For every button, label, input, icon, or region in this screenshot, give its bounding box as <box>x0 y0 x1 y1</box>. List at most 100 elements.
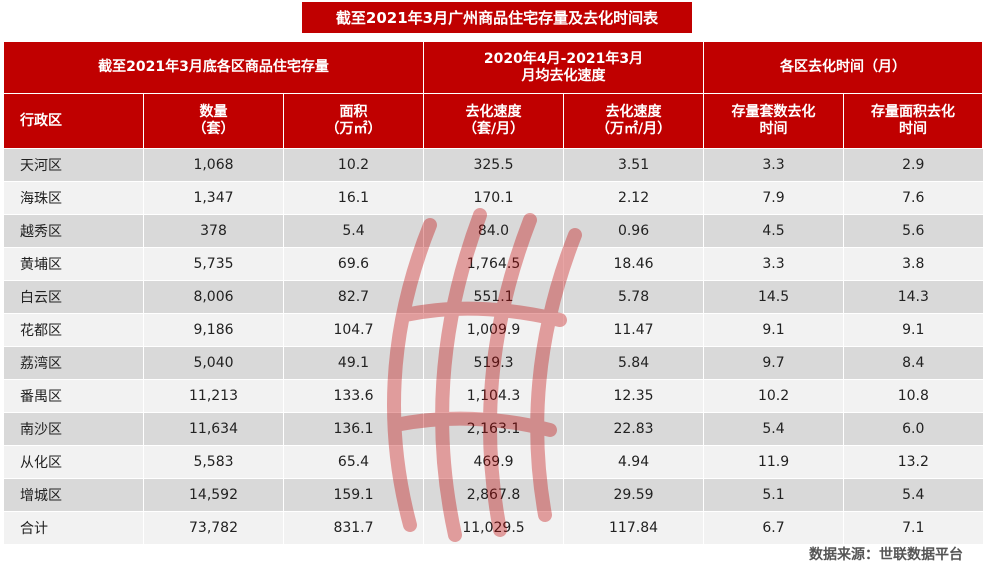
group-header-speed-line1: 2020年4月-2021年3月 <box>483 50 644 67</box>
cell-area: 82.7 <box>282 280 424 314</box>
cell-speed-units: 1,009.9 <box>423 313 564 347</box>
cell-time-area: 9.1 <box>843 313 983 347</box>
cell-speed-area: 4.94 <box>563 445 704 479</box>
cell-count: 73,782 <box>143 511 284 545</box>
table-row: 花都区 9,186 104.7 1,009.9 11.47 9.1 9.1 <box>3 313 983 347</box>
cell-speed-units: 2,163.1 <box>423 412 564 446</box>
cell-time-units: 9.7 <box>703 346 844 380</box>
cell-time-area: 14.3 <box>843 280 983 314</box>
group-header-speed-line2: 月均去化速度 <box>521 67 606 84</box>
cell-speed-area: 22.83 <box>563 412 704 446</box>
table-row: 白云区 8,006 82.7 551.1 5.78 14.5 14.3 <box>3 280 983 314</box>
cell-speed-area: 5.78 <box>563 280 704 314</box>
data-source-note: 数据来源：世联数据平台 <box>809 547 963 563</box>
cell-speed-area: 18.46 <box>563 247 704 281</box>
table-row-total: 合计 73,782 831.7 11,029.5 117.84 6.7 7.1 <box>3 511 983 545</box>
table-row: 南沙区 11,634 136.1 2,163.1 22.83 5.4 6.0 <box>3 412 983 446</box>
cell-time-units: 6.7 <box>703 511 844 545</box>
column-header-speed-area-line2: （万㎡/月） <box>595 121 672 137</box>
cell-district: 从化区 <box>3 445 144 479</box>
cell-speed-area: 0.96 <box>563 214 704 248</box>
cell-speed-units: 11,029.5 <box>423 511 564 545</box>
column-header-area-line2: （万㎡） <box>325 121 382 137</box>
cell-time-units: 3.3 <box>703 148 844 182</box>
cell-speed-units: 325.5 <box>423 148 564 182</box>
cell-area: 16.1 <box>282 181 424 215</box>
cell-time-units: 7.9 <box>703 181 844 215</box>
cell-time-units: 5.4 <box>703 412 844 446</box>
cell-area: 10.2 <box>282 148 424 182</box>
cell-speed-units: 1,104.3 <box>423 379 564 413</box>
table-row: 增城区 14,592 159.1 2,867.8 29.59 5.1 5.4 <box>3 478 983 512</box>
cell-count: 11,213 <box>143 379 284 413</box>
table-row: 荔湾区 5,040 49.1 519.3 5.84 9.7 8.4 <box>3 346 983 380</box>
cell-district: 荔湾区 <box>3 346 144 380</box>
cell-district: 黄埔区 <box>3 247 144 281</box>
cell-area: 133.6 <box>282 379 424 413</box>
cell-time-area: 2.9 <box>843 148 983 182</box>
column-header-count-line2: （套） <box>192 121 235 137</box>
column-header-time-area-line2: 时间 <box>899 121 928 137</box>
group-header-speed: 2020年4月-2021年3月 月均去化速度 <box>423 41 705 94</box>
cell-district: 增城区 <box>3 478 144 512</box>
cell-count: 1,347 <box>143 181 284 215</box>
cell-district: 番禺区 <box>3 379 144 413</box>
cell-count: 1,068 <box>143 148 284 182</box>
cell-district: 合计 <box>3 511 144 545</box>
group-header-stock: 截至2021年3月底各区商品住宅存量 <box>2 41 425 94</box>
cell-speed-units: 170.1 <box>423 181 564 215</box>
cell-time-units: 10.2 <box>703 379 844 413</box>
column-header-count: 数量 （套） <box>143 93 284 149</box>
cell-time-area: 7.6 <box>843 181 983 215</box>
column-header-time-area-line1: 存量面积去化 <box>871 104 956 120</box>
table-row: 黄埔区 5,735 69.6 1,764.5 18.46 3.3 3.8 <box>3 247 983 281</box>
column-header-speed-units: 去化速度 （套/月） <box>423 93 565 149</box>
inventory-table: 截至2021年3月底各区商品住宅存量 2020年4月-2021年3月 月均去化速… <box>2 41 984 545</box>
cell-speed-area: 2.12 <box>563 181 704 215</box>
cell-speed-units: 2,867.8 <box>423 478 564 512</box>
column-header-area-line1: 面积 <box>339 104 368 120</box>
cell-district: 天河区 <box>3 148 144 182</box>
group-header-time: 各区去化时间（月） <box>703 41 984 94</box>
cell-time-area: 10.8 <box>843 379 983 413</box>
column-header-area: 面积 （万㎡） <box>282 93 425 149</box>
cell-district: 南沙区 <box>3 412 144 446</box>
cell-count: 11,634 <box>143 412 284 446</box>
cell-speed-area: 12.35 <box>563 379 704 413</box>
cell-district: 越秀区 <box>3 214 144 248</box>
cell-count: 8,006 <box>143 280 284 314</box>
cell-count: 5,735 <box>143 247 284 281</box>
cell-time-area: 8.4 <box>843 346 983 380</box>
table-row: 从化区 5,583 65.4 469.9 4.94 11.9 13.2 <box>3 445 983 479</box>
cell-speed-units: 551.1 <box>423 280 564 314</box>
cell-area: 5.4 <box>282 214 424 248</box>
table-title: 截至2021年3月广州商品住宅存量及去化时间表 <box>302 2 692 33</box>
column-header-speed-units-line2: （套/月） <box>462 121 525 137</box>
group-header-row: 截至2021年3月底各区商品住宅存量 2020年4月-2021年3月 月均去化速… <box>2 41 984 94</box>
cell-area: 49.1 <box>282 346 424 380</box>
cell-area: 136.1 <box>282 412 424 446</box>
cell-time-units: 11.9 <box>703 445 844 479</box>
cell-time-area: 5.6 <box>843 214 983 248</box>
table-row: 天河区 1,068 10.2 325.5 3.51 3.3 2.9 <box>3 148 983 182</box>
cell-district: 白云区 <box>3 280 144 314</box>
cell-time-area: 5.4 <box>843 478 983 512</box>
cell-count: 9,186 <box>143 313 284 347</box>
cell-area: 104.7 <box>282 313 424 347</box>
table-row: 海珠区 1,347 16.1 170.1 2.12 7.9 7.6 <box>3 181 983 215</box>
cell-time-area: 3.8 <box>843 247 983 281</box>
cell-count: 378 <box>143 214 284 248</box>
column-header-time-units-line2: 时间 <box>759 121 788 137</box>
cell-time-area: 7.1 <box>843 511 983 545</box>
cell-area: 65.4 <box>282 445 424 479</box>
cell-speed-area: 3.51 <box>563 148 704 182</box>
cell-time-area: 13.2 <box>843 445 983 479</box>
column-header-count-line1: 数量 <box>199 104 228 120</box>
table-row: 番禺区 11,213 133.6 1,104.3 12.35 10.2 10.8 <box>3 379 983 413</box>
cell-time-units: 14.5 <box>703 280 844 314</box>
cell-speed-area: 29.59 <box>563 478 704 512</box>
cell-speed-units: 84.0 <box>423 214 564 248</box>
cell-time-area: 6.0 <box>843 412 983 446</box>
column-header-row: 行政区 数量 （套） 面积 （万㎡） 去化速度 （套/月） 去化速度 （万㎡/月… <box>3 93 984 149</box>
cell-speed-units: 1,764.5 <box>423 247 564 281</box>
